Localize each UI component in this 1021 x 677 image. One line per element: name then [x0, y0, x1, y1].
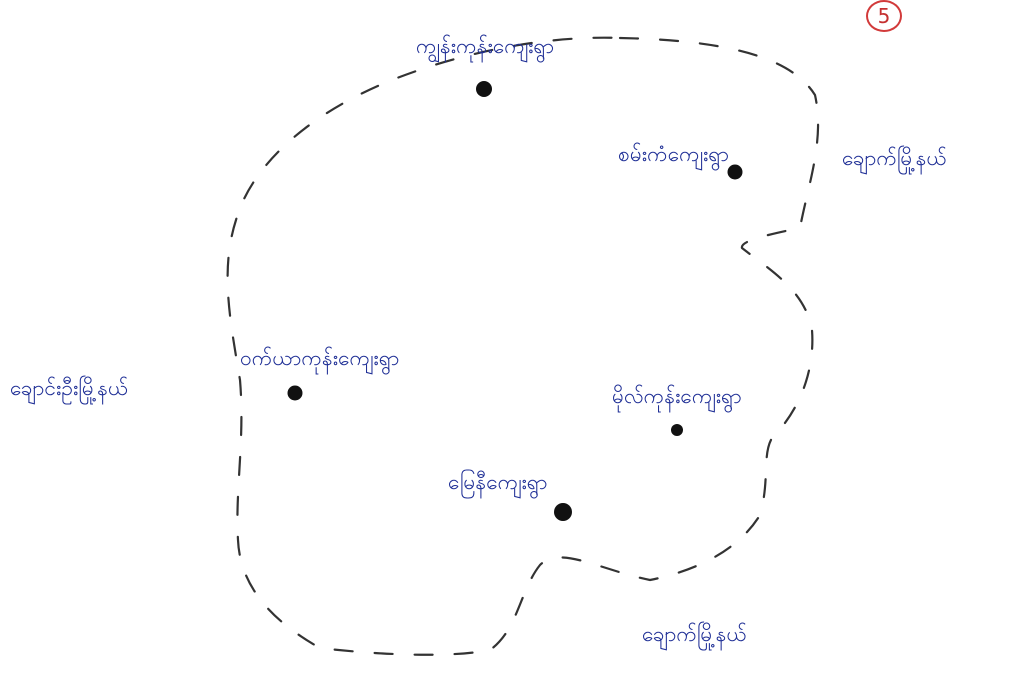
village-marker-northeast: [727, 164, 743, 180]
village-label-west: ဝက်ယာကုန်းကျေးရွာ: [240, 346, 400, 370]
village-label-east: မိုလ်ကုန်းကျေးရွာ: [612, 384, 742, 408]
neighbor-label-south: ချောက်မြို့နယ်: [642, 622, 747, 646]
village-marker-north: [476, 81, 492, 97]
village-label-northeast: စမ်းကံကျေးရွာ: [618, 142, 729, 166]
village-label-south: မြေနီကျေးရွာ: [448, 470, 548, 494]
region-boundary: [226, 36, 820, 656]
village-marker-east: [671, 424, 683, 436]
neighbor-label-west: ချောင်းဦးမြို့နယ်: [10, 376, 129, 400]
village-label-north: ကျွန်းကုန်းကျေးရွာ: [416, 34, 555, 58]
village-marker-south: [554, 503, 572, 521]
neighbor-label-east: ချောက်မြို့နယ်: [842, 146, 947, 170]
village-marker-west: [287, 385, 303, 401]
page-number-badge: 5: [866, 0, 902, 32]
